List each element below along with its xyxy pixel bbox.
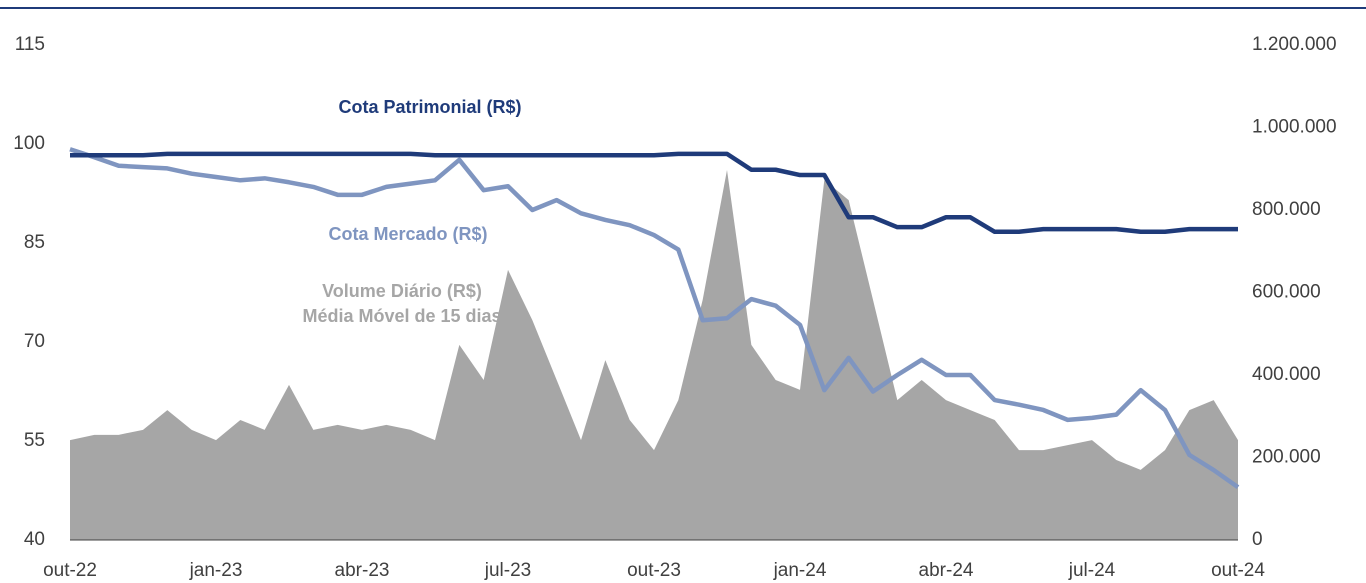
y2-tick-label: 400.000 [1252, 364, 1321, 385]
x-tick-label: abr-24 [919, 560, 974, 581]
y-tick-label: 70 [24, 331, 45, 352]
x-tick-label: jul-24 [1068, 560, 1116, 581]
series-label: Volume Diário (R$) [322, 281, 482, 301]
y2-tick-label: 1.000.000 [1252, 117, 1337, 138]
x-tick-label: jul-23 [484, 560, 531, 581]
series-line [69, 147, 1240, 490]
y-tick-label: 115 [15, 34, 45, 55]
y-tick-label: 85 [24, 232, 45, 253]
y-tick-label: 55 [24, 430, 45, 451]
x-tick-label: out-23 [627, 560, 681, 581]
y2-tick-label: 200.000 [1252, 447, 1321, 468]
y2-tick-label: 0 [1252, 529, 1263, 550]
x-tick-label: out-24 [1211, 560, 1265, 581]
y-tick-label: 100 [13, 133, 45, 154]
series-label: Cota Patrimonial (R$) [338, 97, 521, 117]
x-tick-label: abr-23 [335, 560, 390, 581]
y-tick-label: 40 [24, 529, 45, 550]
x-tick-label: jan-23 [189, 560, 243, 581]
series-line [70, 151, 1238, 235]
volume-area [70, 169, 1238, 541]
x-tick-label: out-22 [43, 560, 97, 581]
y2-tick-label: 1.200.000 [1252, 34, 1337, 55]
y2-tick-label: 600.000 [1252, 282, 1321, 303]
annotation: Média Móvel de 15 dias [302, 306, 501, 326]
series-label: Cota Mercado (R$) [328, 224, 487, 244]
y2-tick-label: 800.000 [1252, 199, 1321, 220]
x-tick-label: jan-24 [773, 560, 827, 581]
